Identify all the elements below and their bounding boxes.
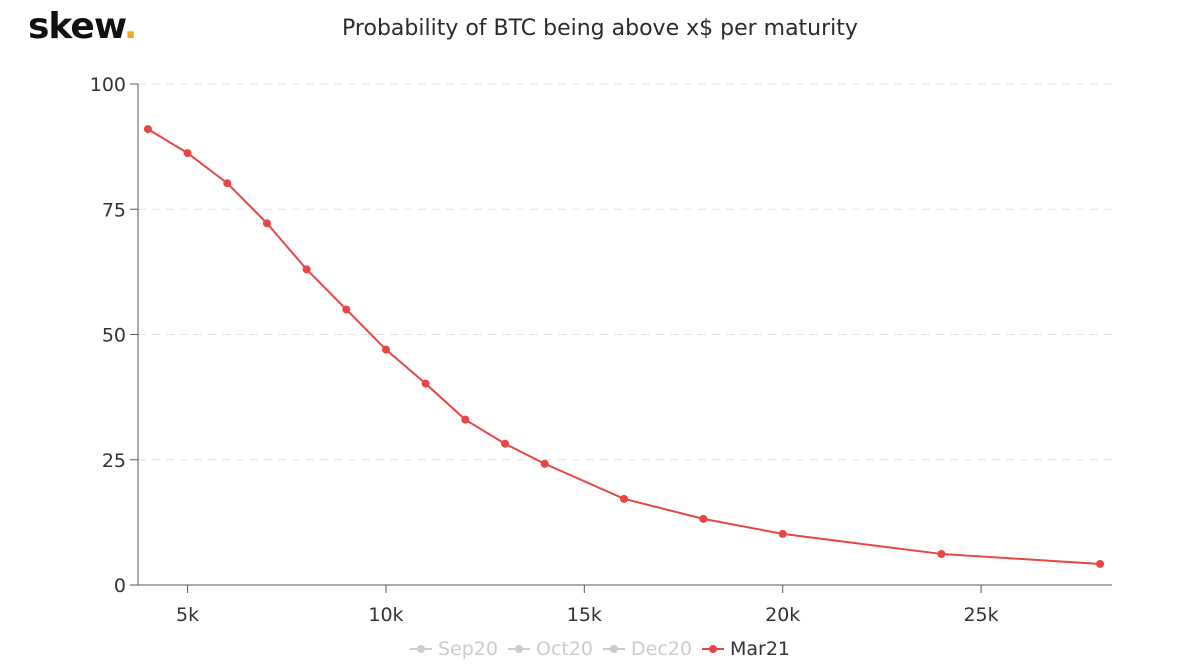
data-point — [381, 345, 390, 354]
legend-marker-icon — [701, 642, 724, 656]
y-tick-label: 75 — [102, 199, 126, 221]
data-point — [223, 179, 232, 188]
legend-item-sep20[interactable]: Sep20 — [409, 638, 498, 660]
x-tick-label: 25k — [963, 604, 998, 626]
skew-logo: skew. — [28, 6, 137, 47]
data-point — [540, 459, 549, 468]
x-tick-label: 20k — [765, 604, 800, 626]
data-point — [699, 514, 708, 523]
y-tick-label: 0 — [114, 575, 126, 597]
x-tick-label: 10k — [368, 604, 403, 626]
y-tick-label: 100 — [90, 74, 126, 96]
legend-label: Dec20 — [631, 638, 692, 660]
legend-marker-icon — [507, 642, 530, 656]
data-point — [143, 125, 152, 134]
y-tick-label: 25 — [102, 450, 126, 472]
series-layer — [143, 125, 1105, 568]
data-point — [342, 305, 351, 314]
data-point — [778, 529, 787, 538]
legend-label: Sep20 — [437, 638, 498, 660]
data-point — [1096, 559, 1105, 568]
grid-lines — [138, 83, 1112, 461]
chart-title: Probability of BTC being above x$ per ma… — [342, 16, 858, 41]
y-tick-label: 50 — [102, 325, 126, 347]
x-tick-label: 15k — [567, 604, 602, 626]
data-point — [500, 439, 509, 448]
data-point — [421, 379, 430, 388]
x-axis-ticks: 5k 10k 15k 20k 25k — [176, 585, 999, 626]
legend-marker-icon — [603, 642, 626, 656]
data-point — [183, 149, 192, 158]
chart-legend: Sep20 Oct20 Dec20 Mar21 — [0, 638, 1200, 660]
y-axis-ticks: 0 25 50 75 100 — [90, 74, 138, 597]
data-point — [262, 219, 271, 228]
x-tick-label: 5k — [176, 604, 199, 626]
data-point — [461, 415, 470, 424]
legend-item-oct20[interactable]: Oct20 — [507, 638, 594, 660]
data-point — [937, 549, 946, 558]
legend-marker-icon — [409, 642, 432, 656]
legend-item-mar21[interactable]: Mar21 — [701, 638, 790, 660]
data-point — [620, 494, 629, 503]
legend-label: Mar21 — [729, 638, 790, 660]
data-point — [302, 265, 311, 274]
series-line-mar21 — [147, 128, 1101, 565]
legend-item-dec20[interactable]: Dec20 — [603, 638, 692, 660]
legend-label: Oct20 — [535, 638, 594, 660]
